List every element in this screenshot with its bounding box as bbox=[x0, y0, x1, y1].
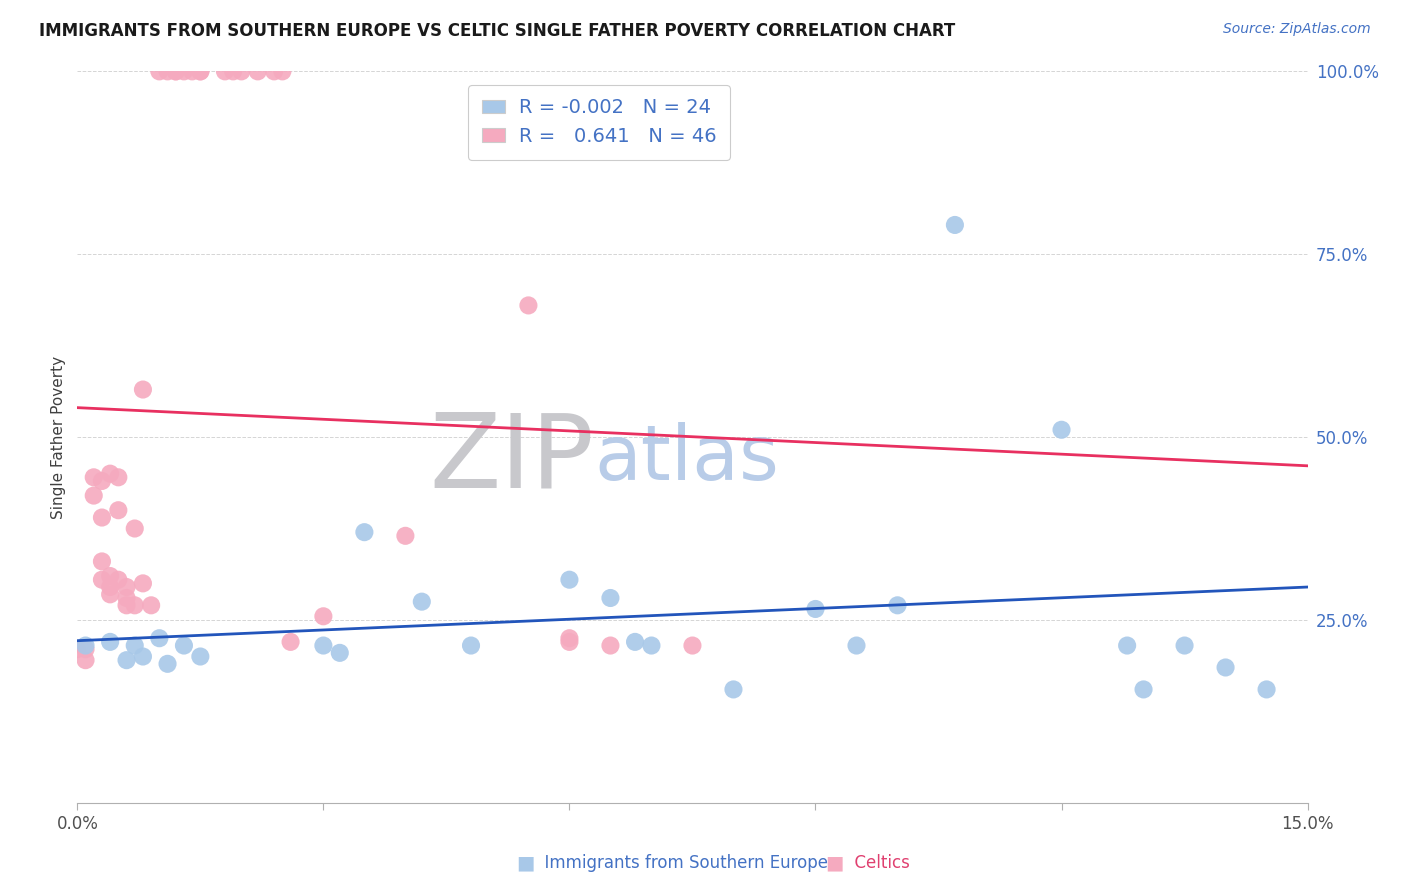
Point bbox=[353, 525, 375, 540]
Text: Source: ZipAtlas.com: Source: ZipAtlas.com bbox=[1223, 22, 1371, 37]
Point bbox=[280, 635, 302, 649]
Point bbox=[83, 489, 105, 503]
Text: Immigrants from Southern Europe: Immigrants from Southern Europe bbox=[534, 855, 828, 872]
Y-axis label: Single Father Poverty: Single Father Poverty bbox=[51, 356, 66, 518]
Text: atlas: atlas bbox=[595, 422, 779, 496]
Point bbox=[188, 649, 212, 664]
Point bbox=[124, 599, 146, 613]
Point bbox=[107, 573, 129, 587]
Point bbox=[98, 569, 121, 583]
Point bbox=[124, 521, 146, 535]
Point bbox=[1215, 660, 1237, 674]
Point bbox=[845, 639, 868, 653]
Point bbox=[943, 218, 966, 232]
Point bbox=[107, 503, 129, 517]
Point bbox=[98, 635, 121, 649]
Point bbox=[124, 639, 146, 653]
Point bbox=[132, 576, 155, 591]
Point bbox=[558, 635, 581, 649]
Text: Celtics: Celtics bbox=[844, 855, 910, 872]
Point bbox=[394, 529, 416, 543]
Text: ■: ■ bbox=[825, 854, 844, 872]
Point bbox=[98, 467, 121, 481]
Legend: R = -0.002   N = 24, R =   0.641   N = 46: R = -0.002 N = 24, R = 0.641 N = 46 bbox=[468, 85, 730, 160]
Point bbox=[165, 64, 187, 78]
Point bbox=[246, 64, 269, 78]
Point bbox=[329, 646, 352, 660]
Point bbox=[75, 639, 97, 653]
Point bbox=[599, 591, 621, 605]
Point bbox=[115, 653, 138, 667]
Point bbox=[90, 474, 114, 488]
Point bbox=[263, 64, 285, 78]
Point bbox=[214, 64, 236, 78]
Point bbox=[411, 594, 433, 608]
Point bbox=[115, 580, 138, 594]
Point bbox=[222, 64, 245, 78]
Point bbox=[83, 470, 105, 484]
Point bbox=[460, 639, 482, 653]
Point bbox=[148, 632, 170, 646]
Point bbox=[90, 573, 114, 587]
Point bbox=[165, 64, 187, 78]
Point bbox=[75, 642, 97, 657]
Point bbox=[1174, 639, 1197, 653]
Point bbox=[231, 64, 253, 78]
Point bbox=[886, 599, 908, 613]
Point bbox=[640, 639, 662, 653]
Point bbox=[98, 580, 121, 594]
Point bbox=[173, 64, 195, 78]
Point bbox=[188, 64, 212, 78]
Point bbox=[558, 573, 581, 587]
Point bbox=[312, 639, 335, 653]
Point bbox=[1256, 682, 1278, 697]
Point bbox=[66, 642, 89, 657]
Point bbox=[624, 635, 647, 649]
Point bbox=[132, 649, 155, 664]
Point bbox=[115, 591, 138, 605]
Point bbox=[90, 554, 114, 568]
Point bbox=[148, 64, 170, 78]
Point bbox=[312, 609, 335, 624]
Point bbox=[558, 632, 581, 646]
Point bbox=[75, 653, 97, 667]
Point bbox=[1132, 682, 1154, 697]
Point bbox=[132, 383, 155, 397]
Point bbox=[115, 599, 138, 613]
Point bbox=[90, 510, 114, 524]
Point bbox=[517, 298, 540, 312]
Point bbox=[141, 599, 163, 613]
Point bbox=[682, 639, 704, 653]
Point bbox=[1116, 639, 1139, 653]
Point bbox=[181, 64, 204, 78]
Point bbox=[98, 587, 121, 601]
Point bbox=[173, 639, 195, 653]
Point bbox=[107, 470, 129, 484]
Text: IMMIGRANTS FROM SOUTHERN EUROPE VS CELTIC SINGLE FATHER POVERTY CORRELATION CHAR: IMMIGRANTS FROM SOUTHERN EUROPE VS CELTI… bbox=[39, 22, 956, 40]
Point bbox=[599, 639, 621, 653]
Point bbox=[271, 64, 294, 78]
Text: ■: ■ bbox=[516, 854, 534, 872]
Point bbox=[804, 602, 827, 616]
Point bbox=[1050, 423, 1073, 437]
Point bbox=[156, 657, 179, 671]
Text: ZIP: ZIP bbox=[429, 409, 595, 509]
Point bbox=[156, 64, 179, 78]
Point bbox=[723, 682, 745, 697]
Point bbox=[188, 64, 212, 78]
